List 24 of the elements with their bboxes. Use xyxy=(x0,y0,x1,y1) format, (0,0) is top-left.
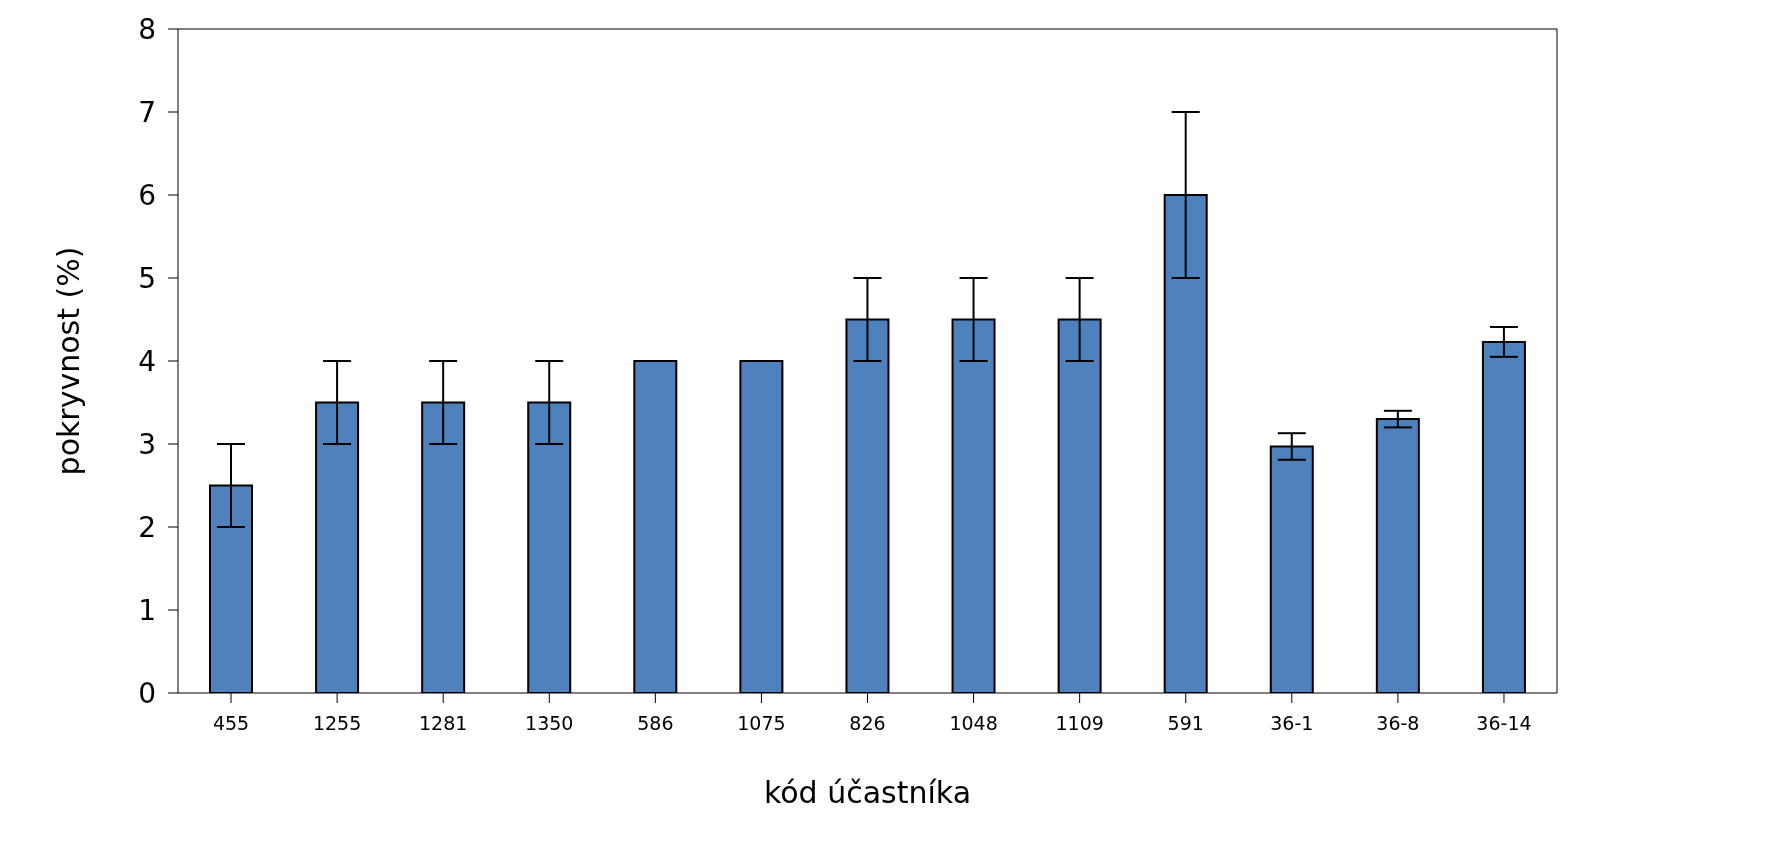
y-axis-title: pokryvnost (%) xyxy=(50,246,86,476)
x-tick-label: 1350 xyxy=(525,712,574,735)
x-tick-label: 586 xyxy=(637,712,674,735)
y-tick-label: 1 xyxy=(138,593,156,627)
y-tick-label: 4 xyxy=(138,344,156,378)
y-tick-label: 3 xyxy=(138,427,156,461)
x-tick-label: 826 xyxy=(849,712,886,735)
y-tick-label: 0 xyxy=(138,676,156,710)
x-tick-label: 455 xyxy=(212,712,250,735)
x-tick-label: 1048 xyxy=(949,712,998,735)
y-tick-label: 7 xyxy=(138,95,156,129)
x-tick-label: 36-1 xyxy=(1270,712,1314,735)
x-tick-label: 1281 xyxy=(419,712,468,735)
x-axis-title: kód účastníka xyxy=(763,775,972,810)
x-tick-label: 1255 xyxy=(312,712,362,735)
y-tick-label: 2 xyxy=(138,510,156,544)
x-tick-label: 1075 xyxy=(737,712,786,735)
x-tick-label: 36-14 xyxy=(1476,712,1532,735)
y-tick-label: 6 xyxy=(138,178,156,212)
x-tick-label: 591 xyxy=(1167,712,1204,735)
x-tick-label: 1109 xyxy=(1055,712,1104,735)
y-tick-label: 5 xyxy=(138,261,156,295)
y-tick-label: 8 xyxy=(138,12,156,46)
x-tick-label: 36-8 xyxy=(1376,712,1420,735)
